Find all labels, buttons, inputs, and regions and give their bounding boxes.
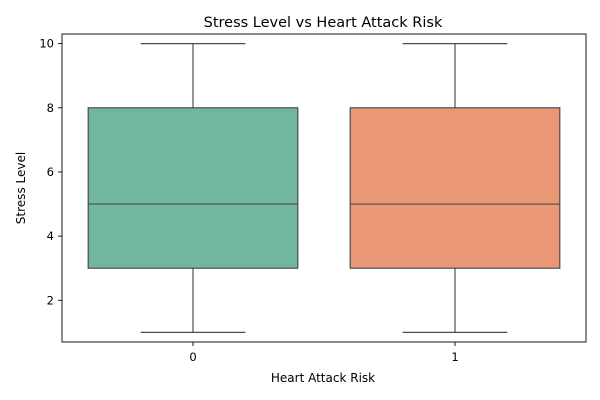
iqr-box [349, 107, 561, 269]
y-axis-label: Stress Level [14, 152, 28, 224]
y-tick-label: 2 [47, 293, 54, 307]
x-axis-label: Heart Attack Risk [271, 371, 375, 385]
y-tick-label: 8 [47, 101, 54, 115]
x-tick-label: 0 [189, 350, 196, 364]
box-series [87, 43, 561, 333]
x-tick-label: 1 [451, 350, 458, 364]
y-tick-label: 6 [47, 165, 54, 179]
y-axis: 2 4 6 8 10 [39, 37, 62, 307]
box-group [87, 43, 299, 333]
box-group [349, 43, 561, 333]
chart-title: Stress Level vs Heart Attack Risk [204, 15, 443, 31]
iqr-box [87, 107, 299, 269]
plot-frame [61, 33, 587, 343]
y-tick-label: 4 [47, 229, 54, 243]
y-tick-label: 10 [39, 37, 54, 51]
